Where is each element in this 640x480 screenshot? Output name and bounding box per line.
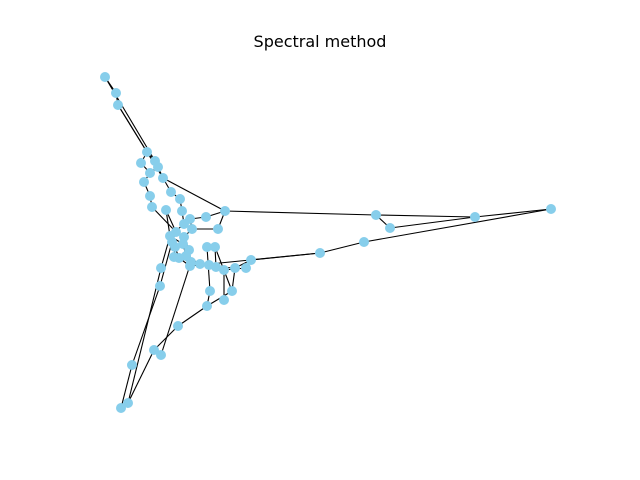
graph-edge bbox=[159, 241, 173, 287]
graph-node bbox=[147, 202, 157, 212]
graph-node bbox=[220, 206, 230, 216]
graph-edge bbox=[131, 285, 161, 366]
figure-title: Spectral method bbox=[253, 32, 387, 51]
graph-edge bbox=[127, 349, 155, 404]
graph-node bbox=[205, 286, 215, 296]
graph-node bbox=[179, 219, 189, 229]
graph-node bbox=[230, 263, 240, 273]
graph-node bbox=[145, 168, 155, 178]
graph-node bbox=[211, 262, 221, 272]
graph-edge bbox=[224, 210, 377, 216]
graph-node bbox=[170, 242, 180, 252]
graph-node bbox=[227, 286, 237, 296]
graph-node bbox=[173, 321, 183, 331]
graph-edge bbox=[375, 214, 476, 218]
graph-edge bbox=[474, 208, 552, 218]
graph-node bbox=[153, 162, 163, 172]
graph-node bbox=[111, 88, 121, 98]
graph-node bbox=[169, 252, 179, 262]
graph-node bbox=[156, 263, 166, 273]
graph-node bbox=[470, 212, 480, 222]
graph-node bbox=[127, 360, 137, 370]
graph-node bbox=[149, 345, 159, 355]
graph-node bbox=[166, 187, 176, 197]
graph-node bbox=[219, 295, 229, 305]
graph-node bbox=[158, 173, 168, 183]
graph-edge bbox=[319, 241, 365, 254]
graph-node bbox=[116, 403, 126, 413]
graph-edge bbox=[120, 364, 133, 409]
graph-node bbox=[123, 398, 133, 408]
graph-edge bbox=[151, 206, 177, 233]
graph-node bbox=[113, 100, 123, 110]
graph-node bbox=[161, 205, 171, 215]
graph-node bbox=[246, 255, 256, 265]
graph-node bbox=[142, 147, 152, 157]
graph-node bbox=[546, 204, 556, 214]
graph-edge bbox=[127, 267, 162, 404]
graph-node bbox=[210, 242, 220, 252]
graph-node bbox=[145, 191, 155, 201]
graph-node bbox=[219, 265, 229, 275]
graph-node bbox=[156, 350, 166, 360]
graph-node bbox=[187, 224, 197, 234]
graph-node bbox=[213, 224, 223, 234]
graph-node bbox=[139, 177, 149, 187]
graph-node bbox=[202, 301, 212, 311]
graph-node bbox=[201, 212, 211, 222]
graph-node bbox=[241, 263, 251, 273]
graph-node bbox=[175, 194, 185, 204]
graph-node bbox=[359, 237, 369, 247]
graph-node bbox=[385, 223, 395, 233]
graph-node bbox=[185, 261, 195, 271]
graph-node bbox=[371, 210, 381, 220]
graph-edge bbox=[389, 216, 476, 229]
graph-edge bbox=[160, 261, 192, 356]
graph-node bbox=[155, 281, 165, 291]
graph-edge bbox=[363, 208, 552, 243]
graph-node bbox=[202, 242, 212, 252]
graph-edge bbox=[162, 177, 226, 212]
graph-node bbox=[177, 206, 187, 216]
graph-edge bbox=[177, 305, 208, 327]
graph-node bbox=[195, 259, 205, 269]
graph-node bbox=[100, 72, 110, 82]
graph-edge bbox=[250, 252, 321, 261]
graph-node bbox=[136, 158, 146, 168]
graph-nodes bbox=[100, 72, 556, 413]
graph-node bbox=[315, 248, 325, 258]
